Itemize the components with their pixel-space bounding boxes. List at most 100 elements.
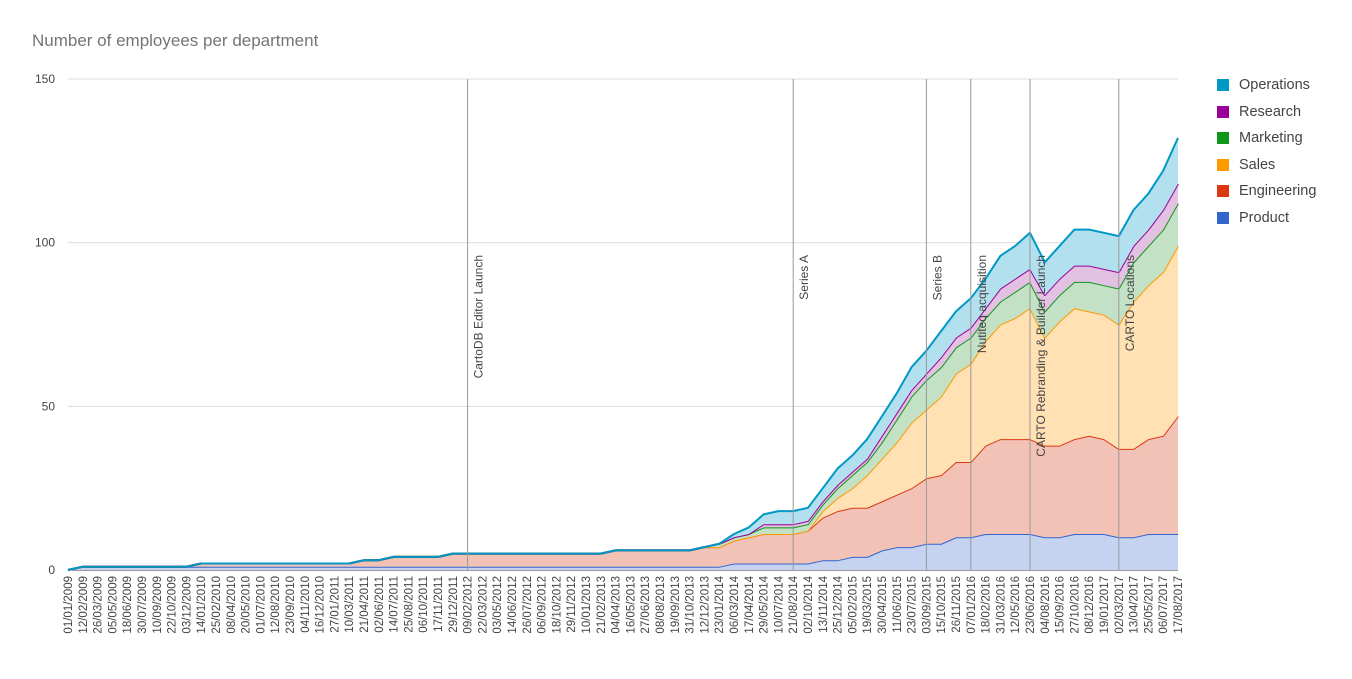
x-tick-label: 03/09/2015 [921,576,933,634]
x-tick-label: 10/09/2009 [152,576,164,634]
line-operations [67,137,1179,571]
x-tick-label: 25/12/2014 [833,575,845,633]
x-tick-label: 23/07/2015 [907,576,919,634]
x-tick-label: 16/12/2010 [315,576,327,634]
legend-item-operations: Operations [1217,72,1316,99]
x-tick-label: 14/06/2012 [507,576,519,634]
annotation-label: Nutiteq acquisition [975,255,989,353]
x-tick-label: 08/12/2016 [1084,576,1096,634]
x-tick-label: 26/03/2009 [93,576,105,634]
x-tick-label: 10/03/2011 [344,576,356,633]
x-tick-label: 08/04/2010 [226,576,238,634]
x-tick-label: 07/01/2016 [966,576,978,634]
x-tick-label: 21/04/2011 [359,576,371,633]
x-tick-label: 10/01/2013 [581,576,593,634]
x-tick-label: 27/06/2013 [640,576,652,634]
x-tick-label: 25/08/2011 [403,576,415,633]
y-tick-label: 150 [35,72,55,86]
x-tick-label: 04/08/2016 [1040,576,1052,634]
x-tick-label: 19/03/2015 [862,576,874,634]
x-tick-label: 05/05/2009 [107,576,119,634]
legend-item-engineering: Engineering [1217,178,1316,205]
x-tick-label: 19/01/2017 [1099,576,1111,634]
x-tick-label: 08/08/2013 [655,576,667,634]
x-tick-label: 16/05/2013 [625,576,637,634]
x-tick-label: 25/05/2017 [1143,576,1155,634]
x-tick-label: 06/10/2011 [418,576,430,633]
y-tick-label: 0 [48,563,55,577]
area-engineering [68,416,1178,570]
x-tick-label: 15/09/2016 [1055,576,1067,634]
x-tick-label: 18/10/2012 [551,576,563,634]
x-tick-label: 17/08/2017 [1173,576,1185,634]
x-tick-label: 10/07/2014 [773,575,785,633]
x-tick-label: 15/10/2015 [936,576,948,634]
y-tick-label: 50 [42,399,56,413]
x-tick-label: 03/12/2009 [181,576,193,634]
annotation-label: CARTO Rebranding & Builder Launch [1034,255,1048,457]
x-tick-label: 22/10/2009 [167,576,179,634]
x-tick-label: 23/01/2014 [714,575,726,633]
x-tick-label: 05/02/2015 [847,576,859,634]
legend-item-marketing: Marketing [1217,125,1316,152]
area-product [68,534,1178,570]
x-tick-label: 25/02/2010 [211,576,223,634]
x-tick-label: 14/01/2010 [196,576,208,634]
legend-label: Product [1239,209,1289,226]
x-tick-label: 12/05/2016 [1010,576,1022,634]
x-tick-label: 30/04/2015 [877,576,889,634]
x-tick-label: 11/06/2015 [892,576,904,633]
x-tick-label: 20/05/2010 [241,576,253,634]
legend-item-research: Research [1217,99,1316,126]
x-tick-label: 01/01/2009 [63,576,75,634]
x-tick-label: 26/07/2012 [522,576,534,634]
x-tick-label: 26/11/2015 [951,576,963,633]
legend-swatch [1217,132,1229,145]
x-tick-label: 02/06/2011 [374,576,386,633]
x-tick-label: 02/03/2017 [1114,576,1126,634]
x-tick-label: 13/04/2017 [1129,576,1141,634]
x-tick-label: 04/04/2013 [611,576,623,634]
legend-swatch [1217,211,1229,224]
legend-swatch [1217,185,1229,198]
x-tick-label: 31/10/2013 [685,576,697,634]
x-tick-label: 09/02/2012 [463,576,475,634]
annotation-label: CartoDB Editor Launch [472,255,486,378]
x-tick-label: 29/05/2014 [759,575,771,633]
x-tick-label: 17/04/2014 [744,575,756,633]
x-tick-label: 06/07/2017 [1158,576,1170,634]
x-tick-label: 13/11/2014 [818,575,830,632]
x-tick-label: 01/07/2010 [255,576,267,634]
chart-title: Number of employees per department [32,31,319,50]
x-tick-label: 18/02/2016 [981,576,993,634]
x-tick-label: 23/09/2010 [285,576,297,634]
x-tick-label: 21/02/2013 [596,576,608,634]
legend-swatch [1217,105,1229,118]
x-tick-label: 19/09/2013 [670,576,682,634]
y-tick-label: 100 [35,236,55,250]
x-tick-label: 03/05/2012 [492,576,504,634]
x-tick-label: 17/11/2011 [433,576,445,632]
x-tick-label: 06/03/2014 [729,575,741,633]
x-tick-label: 31/03/2016 [995,576,1007,634]
annotations: CartoDB Editor Launch Series A Series B Nut… [467,79,1137,570]
x-tick-label: 22/03/2012 [477,576,489,634]
x-tick-label: 27/01/2011 [329,576,341,633]
series-areas [67,137,1179,571]
annotation-label: Series A [797,255,811,300]
x-tick-label: 12/08/2010 [270,576,282,634]
legend-swatch [1217,79,1229,92]
legend-swatch [1217,158,1229,171]
x-tick-label: 04/11/2010 [300,576,312,633]
area-sales [68,245,1178,570]
x-tick-label: 12/12/2013 [699,576,711,634]
x-tick-label: 21/08/2014 [788,575,800,633]
x-tick-label: 23/06/2016 [1025,576,1037,634]
legend-label: Marketing [1239,130,1303,147]
x-tick-label: 14/07/2011 [389,576,401,633]
legend-item-product: Product [1217,205,1316,232]
x-tick-label: 30/07/2009 [137,576,149,634]
x-tick-label: 27/10/2016 [1069,576,1081,634]
